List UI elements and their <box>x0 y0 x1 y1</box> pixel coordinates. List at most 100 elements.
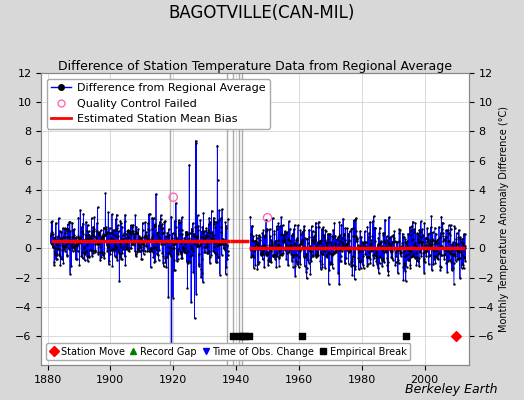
Point <box>122 230 130 237</box>
Point <box>292 242 301 248</box>
Point <box>366 256 374 262</box>
Point <box>293 261 301 268</box>
Point <box>265 242 274 249</box>
Point <box>111 246 119 252</box>
Point <box>252 240 260 247</box>
Point <box>223 255 232 262</box>
Point <box>253 266 261 272</box>
Point <box>456 249 465 255</box>
Point <box>221 219 230 226</box>
Point <box>313 253 321 260</box>
Point <box>406 262 414 269</box>
Point <box>430 238 439 244</box>
Point <box>332 248 340 255</box>
Point <box>222 264 231 270</box>
Point <box>253 235 261 241</box>
Point <box>116 218 125 224</box>
Point <box>329 226 337 233</box>
Point <box>89 250 97 256</box>
Point <box>88 215 96 221</box>
Point <box>303 236 311 242</box>
Point <box>288 254 297 260</box>
Point <box>190 231 198 237</box>
Point <box>68 220 77 226</box>
Point <box>184 237 193 244</box>
Point <box>461 231 469 237</box>
Point <box>132 224 140 230</box>
Point <box>275 254 283 261</box>
Point <box>446 222 455 228</box>
Point <box>334 241 343 247</box>
Point <box>442 248 451 254</box>
Point <box>186 239 194 245</box>
Point <box>326 231 334 237</box>
Point <box>88 253 96 259</box>
Point <box>188 245 196 252</box>
Point <box>214 217 223 224</box>
Point <box>455 248 463 255</box>
Point <box>165 250 173 256</box>
Point <box>160 219 169 226</box>
Point <box>297 240 305 246</box>
Point <box>448 241 456 248</box>
Point <box>394 270 402 276</box>
Point <box>62 240 71 246</box>
Point <box>407 248 415 254</box>
Point <box>144 238 152 244</box>
Point <box>332 246 341 252</box>
Point <box>111 244 119 250</box>
Point <box>446 226 455 232</box>
Point <box>259 248 267 254</box>
Point <box>215 207 223 214</box>
Point <box>291 252 300 258</box>
Point <box>353 242 362 248</box>
Point <box>115 250 124 257</box>
Point <box>75 235 83 241</box>
Point <box>452 236 461 242</box>
Point <box>99 234 107 240</box>
Point <box>50 245 59 251</box>
Point <box>321 237 329 244</box>
Point <box>411 220 420 226</box>
Point <box>102 231 110 237</box>
Point <box>354 254 363 261</box>
Point <box>172 224 180 230</box>
Point <box>432 230 440 237</box>
Point <box>202 234 210 240</box>
Point <box>294 258 302 265</box>
Point <box>414 230 422 237</box>
Point <box>404 230 412 237</box>
Point <box>193 243 201 250</box>
Point <box>381 240 389 247</box>
Point <box>121 253 129 260</box>
Point <box>115 249 123 256</box>
Point <box>412 257 421 264</box>
Point <box>266 258 274 264</box>
Point <box>141 219 149 225</box>
Point <box>395 260 403 266</box>
Point <box>295 246 303 252</box>
Point <box>337 248 346 254</box>
Point <box>205 214 213 221</box>
Point <box>358 238 366 245</box>
Point <box>410 229 418 235</box>
Point <box>440 255 449 262</box>
Point <box>417 218 425 225</box>
Point <box>149 215 158 222</box>
Point <box>125 245 134 251</box>
Point <box>172 240 181 246</box>
Point <box>201 237 210 243</box>
Point <box>176 219 184 225</box>
Point <box>320 234 329 240</box>
Point <box>157 216 165 222</box>
Point <box>98 249 106 255</box>
Point <box>317 237 325 244</box>
Point <box>173 256 182 262</box>
Point <box>420 270 428 276</box>
Point <box>149 249 157 256</box>
Point <box>155 257 163 263</box>
Point <box>125 228 133 234</box>
Point <box>442 259 451 266</box>
Point <box>214 254 222 260</box>
Point <box>200 235 208 241</box>
